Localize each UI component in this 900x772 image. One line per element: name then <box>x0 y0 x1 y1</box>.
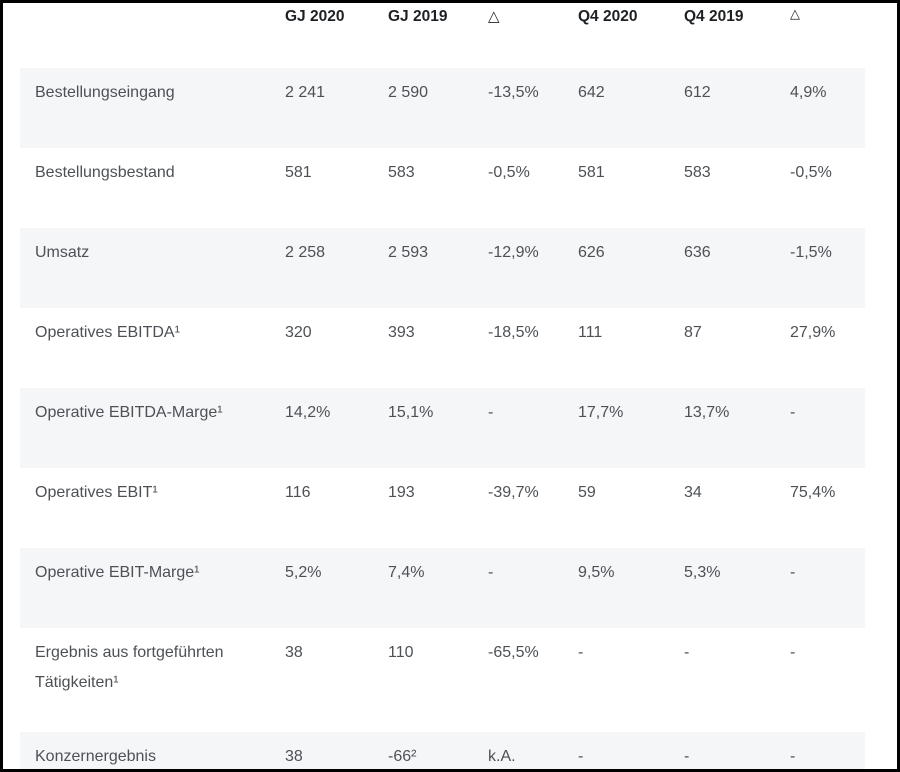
cell-value: 581 <box>578 164 605 181</box>
cell-value: 87 <box>684 324 702 341</box>
cell-value: -1,5% <box>790 244 832 261</box>
cell-value: 116 <box>285 484 311 501</box>
cell-value: 7,4% <box>388 564 425 581</box>
cell-value: -65,5% <box>488 644 539 661</box>
col-header-delta-gj delta-icon: △ <box>488 8 500 25</box>
cell-value: 5,2% <box>285 564 322 581</box>
cell-value: 583 <box>684 164 711 181</box>
cell-value: - <box>578 644 584 661</box>
cell-value: 193 <box>388 484 415 501</box>
row-label: Operatives EBIT¹ <box>35 484 158 501</box>
table-row: Ergebnis aus fortgeführten Tätigkeiten¹ 3… <box>20 628 865 732</box>
table-row: Operatives EBITDA¹ 320 393 -18,5% 111 87 27,9% <box>20 308 865 388</box>
cell-value: 13,7% <box>684 404 730 421</box>
cell-value: -12,9% <box>488 244 539 261</box>
cell-value: -39,7% <box>488 484 539 501</box>
row-label: Umsatz <box>35 244 90 261</box>
cell-value: 2 593 <box>388 244 429 261</box>
cell-value: 38 <box>285 644 303 661</box>
cell-value: -18,5% <box>488 324 539 341</box>
cell-value: 27,9% <box>790 324 836 341</box>
col-header-gj-2019: GJ 2019 <box>388 8 448 25</box>
col-header-delta-q4 delta-icon: △ <box>790 6 800 21</box>
cell-value: 75,4% <box>790 484 836 501</box>
row-label: Operative EBITDA-Marge¹ <box>35 404 223 421</box>
cell-value: 5,3% <box>684 564 721 581</box>
cell-value: - <box>578 748 584 765</box>
cell-value: 14,2% <box>285 404 331 421</box>
cell-value: 59 <box>578 484 596 501</box>
cell-value: - <box>488 404 494 421</box>
cell-value: 2 241 <box>285 84 326 101</box>
cell-value: -66² <box>388 748 417 765</box>
table-row: Bestellungseingang 2 241 2 590 -13,5% 642 612… <box>20 68 865 148</box>
cell-value: - <box>684 748 690 765</box>
cell-value: -13,5% <box>488 84 539 101</box>
cell-value: 110 <box>388 644 414 661</box>
cell-value: 626 <box>578 244 605 261</box>
col-header-empty <box>20 3 285 68</box>
cell-value: 393 <box>388 324 415 341</box>
row-label: Ergebnis aus fortgeführten Tätigkeiten¹ <box>35 644 224 691</box>
cell-value: - <box>790 404 796 421</box>
cell-value: - <box>488 564 494 581</box>
financial-key-figures-table: GJ 2020 GJ 2019 △ Q4 2020 Q4 2019 △ Best… <box>20 3 865 769</box>
cell-value: 581 <box>285 164 312 181</box>
cell-value: 15,1% <box>388 404 434 421</box>
col-header-gj-2020: GJ 2020 <box>285 8 345 25</box>
cell-value: - <box>684 644 690 661</box>
cell-value: - <box>790 644 796 661</box>
col-header-q4-2019: Q4 2019 <box>684 8 744 25</box>
cell-value: 38 <box>285 748 303 765</box>
cell-value: 2 590 <box>388 84 429 101</box>
cell-value: 612 <box>684 84 711 101</box>
cell-value: 111 <box>578 324 603 341</box>
cell-value: 583 <box>388 164 415 181</box>
cell-value: 320 <box>285 324 312 341</box>
cell-value: 2 258 <box>285 244 326 261</box>
row-label: Operative EBIT-Marge¹ <box>35 564 200 581</box>
cell-value: 9,5% <box>578 564 615 581</box>
row-label: Bestellungsbestand <box>35 164 175 181</box>
table-row: Bestellungsbestand 581 583 -0,5% 581 583 -0,5% <box>20 148 865 228</box>
table-row: Operative EBIT-Marge¹ 5,2% 7,4% - 9,5% 5,3% - <box>20 548 865 628</box>
col-header-q4-2020: Q4 2020 <box>578 8 638 25</box>
cell-value: -0,5% <box>488 164 530 181</box>
cell-value: 34 <box>684 484 702 501</box>
cell-value: - <box>790 564 796 581</box>
table-row: Umsatz 2 258 2 593 -12,9% 626 636 -1,5% <box>20 228 865 308</box>
table-row: Operatives EBIT¹ 116 193 -39,7% 59 34 75,4% <box>20 468 865 548</box>
table-row: Operative EBITDA-Marge¹ 14,2% 15,1% - 17,7% 1… <box>20 388 865 468</box>
cell-value: - <box>790 748 796 765</box>
cell-value: 642 <box>578 84 605 101</box>
table-body: Bestellungseingang 2 241 2 590 -13,5% 642 612… <box>20 68 865 769</box>
row-label: Operatives EBITDA¹ <box>35 324 180 341</box>
cell-value: 636 <box>684 244 711 261</box>
cell-value: k.A. <box>488 748 516 765</box>
table-row: Konzernergebnis 38 -66² k.A. - - - <box>20 732 865 769</box>
row-label: Bestellungseingang <box>35 84 175 101</box>
cell-value: 4,9% <box>790 84 827 101</box>
cell-value: -0,5% <box>790 164 832 181</box>
cell-value: 17,7% <box>578 404 624 421</box>
row-label: Konzernergebnis <box>35 748 156 765</box>
table-header-row: GJ 2020 GJ 2019 △ Q4 2020 Q4 2019 △ <box>20 3 865 68</box>
